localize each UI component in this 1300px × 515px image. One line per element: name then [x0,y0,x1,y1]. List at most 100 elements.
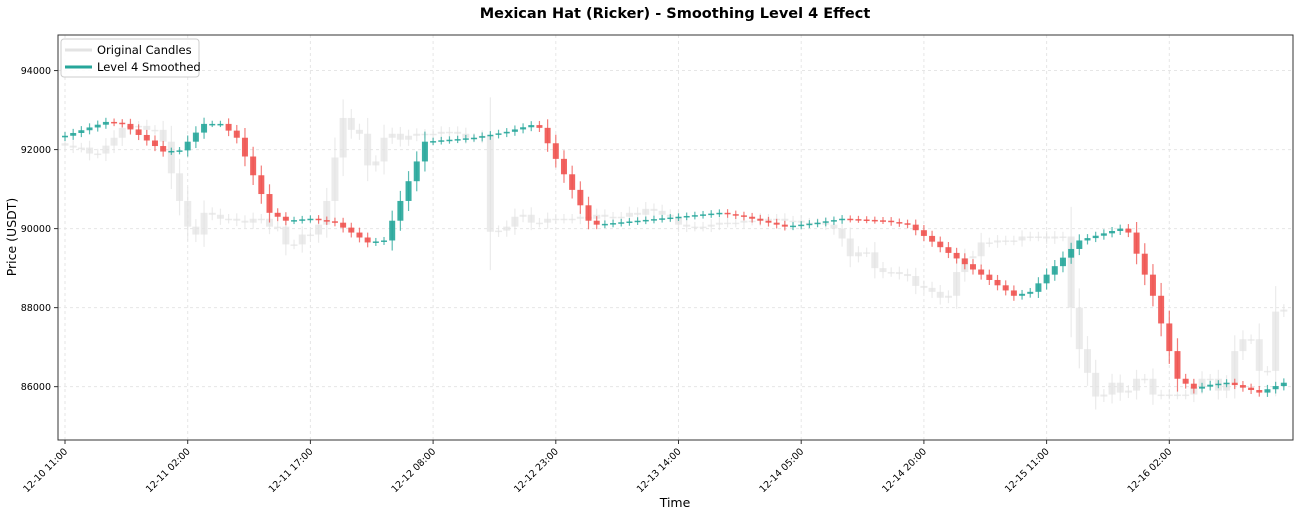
original-candle [429,133,437,136]
legend-frame [60,38,200,78]
smoothed-candle-down [1166,323,1173,352]
smoothed-candle-down [937,241,944,248]
original-candle [1239,339,1247,352]
smoothed-candle-down [241,137,248,157]
smoothed-candle-up [372,241,379,243]
smoothed-candle-up [503,131,510,134]
original-candle [1247,339,1255,341]
original-candle [208,212,216,215]
smoothed-candle-down [945,247,952,253]
smoothed-candle-down [1141,253,1148,275]
smoothed-candle-down [749,216,756,219]
original-candle [1051,236,1059,239]
original-candle [1075,307,1083,350]
smoothed-candle-down [1010,290,1017,296]
smoothed-candle-up [454,139,461,141]
smoothed-candle-up [1264,389,1271,393]
original-candle [683,224,691,227]
original-candle [740,220,748,223]
original-candle [184,200,192,227]
x-tick-label: 12-14 20:00 [880,446,929,495]
smoothed-candle-up [1084,238,1091,241]
original-candle [1108,382,1116,395]
original-candle [936,291,944,298]
smoothed-candle-up [1092,235,1099,239]
original-candle [69,145,77,148]
x-tick-label: 12-11 17:00 [267,446,316,495]
smoothed-candle-up [1117,228,1124,231]
smoothed-candle-down [323,220,330,222]
smoothed-candle-up [634,220,641,223]
smoothed-candle-up [86,127,93,131]
smoothed-candle-up [1068,248,1075,258]
smoothed-candle-up [1043,274,1050,284]
smoothed-candle-down [364,237,371,243]
original-candle [454,131,462,134]
smoothed-candle-down [1133,232,1140,254]
original-candle [617,216,625,219]
smoothed-candle-down [757,218,764,221]
smoothed-candle-down [250,156,257,176]
grid [58,35,1293,440]
smoothed-candle-up [822,221,829,223]
original-candle [241,220,249,223]
x-axis-label: Time [659,495,691,510]
original-candle [707,224,715,227]
y-axis-label: Price (USDT) [4,198,19,277]
original-candle [634,212,642,215]
smoothed-candle-down [151,140,158,147]
smoothed-candle-up [708,213,715,216]
original-candle [151,129,159,132]
smoothed-candle-down [1239,385,1246,388]
x-tick-label: 12-10 11:00 [21,446,70,495]
smoothed-candle-down [143,134,150,141]
original-candle [781,218,789,221]
original-candle [306,234,314,237]
original-candle [396,133,404,140]
chart-title: Mexican Hat (Ricker) - Smoothing Level 4… [480,6,871,22]
original-candle [560,218,568,221]
original-candle [503,226,511,231]
original-candle [216,214,224,219]
smoothed-candle-up [610,223,617,225]
original-candle [691,226,699,229]
original-candle [249,218,257,223]
smoothed-candle-up [438,140,445,142]
original-candle [225,218,233,221]
smoothed-candle-down [552,143,559,159]
original-candle [266,218,273,227]
original-candle [1010,240,1018,242]
smoothed-candle-down [160,146,167,152]
original-candle [1149,378,1157,395]
smoothed-candle-down [1149,274,1156,296]
smoothed-candle-down [119,122,126,125]
original-candle [445,131,453,134]
legend-label-smoothed: Level 4 Smoothed [97,60,201,74]
original-candle [1173,394,1181,397]
original-candle [928,287,936,292]
original-candle [118,127,126,138]
smoothed-candle-up [691,215,698,217]
original-candle [61,143,69,146]
smoothed-candle-down [282,216,289,221]
original-candle [527,214,535,223]
original-candle [568,218,576,221]
smoothed-candle-down [773,222,780,225]
smoothed-candle-down [953,252,960,259]
original-candle [1124,390,1132,393]
smoothed-candle-up [667,217,674,220]
smoothed-candle-up [650,219,657,221]
legend-label-original: Original Candles [97,43,192,57]
x-tick-label: 12-12 08:00 [389,446,438,495]
smoothed-candle-up [1215,383,1222,386]
smoothed-candle-up [479,136,486,138]
smoothed-candle-down [1174,351,1181,379]
original-candle [511,216,519,227]
original-candle [789,220,797,223]
original-candle [1092,372,1100,397]
original-candle [159,129,167,142]
smoothed-candle-up [291,220,298,222]
smoothed-candle-up [389,220,396,241]
original-candle [486,135,494,232]
